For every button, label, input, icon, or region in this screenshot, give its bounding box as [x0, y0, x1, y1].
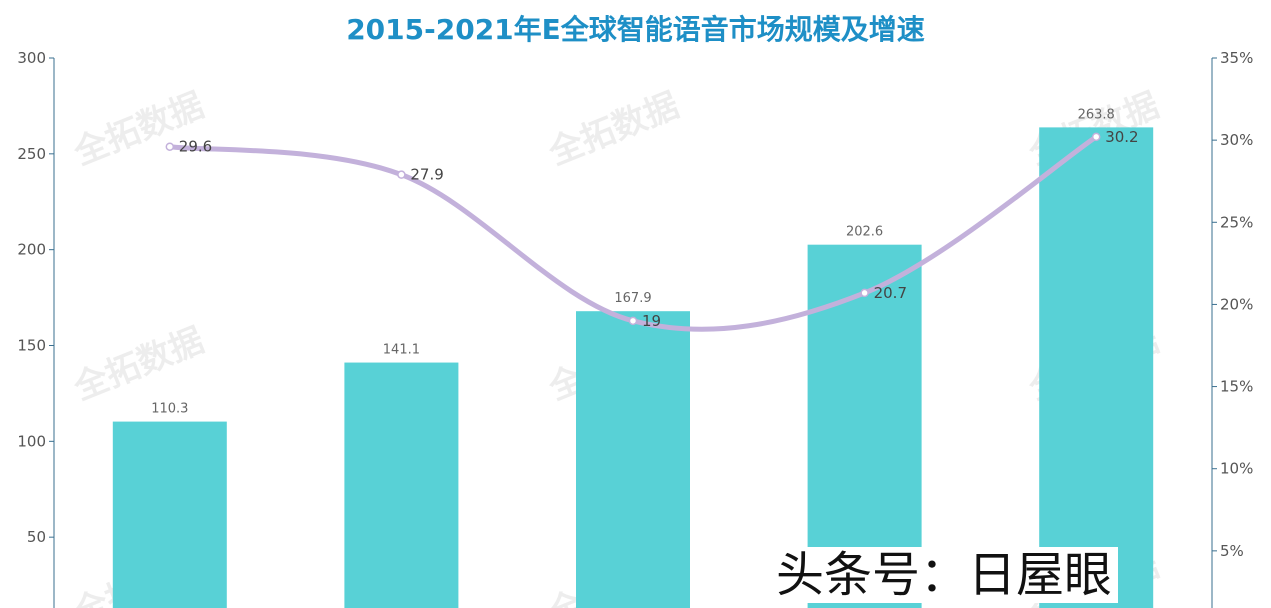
y-right-tick-label: 30% — [1220, 131, 1253, 149]
bar — [112, 421, 227, 608]
watermark-text: 全拓数据 — [67, 85, 209, 173]
y-right-tick-label: 15% — [1220, 378, 1253, 396]
y-right-tick-label: 10% — [1220, 460, 1253, 478]
overlay-caption: 头条号：日屋眼 — [770, 535, 1119, 605]
bar-value-label: 110.3 — [151, 402, 188, 417]
y-left-tick-label: 150 — [17, 337, 46, 355]
bar — [1039, 127, 1154, 608]
growth-value-label: 30.2 — [1105, 128, 1138, 146]
bar-value-label: 202.6 — [846, 225, 883, 240]
growth-point — [860, 288, 869, 298]
growth-point — [165, 142, 175, 151]
y-left-tick-label: 100 — [17, 432, 46, 450]
bar — [344, 362, 459, 608]
y-left-tick-label: 200 — [17, 241, 46, 259]
bar-value-label: 263.8 — [1078, 107, 1115, 122]
watermark-text: 全拓数据 — [67, 320, 209, 408]
y-right-tick-label: 5% — [1220, 542, 1244, 560]
y-right-tick-label: 35% — [1220, 49, 1253, 67]
y-left-tick-label: 250 — [17, 145, 46, 163]
growth-value-label: 20.7 — [874, 284, 907, 302]
growth-value-label: 19 — [642, 312, 661, 330]
y-right-tick-label: 20% — [1220, 295, 1253, 313]
growth-point — [628, 316, 638, 326]
y-right-tick-label: 25% — [1220, 213, 1253, 231]
growth-value-label: 27.9 — [410, 166, 443, 184]
bar-value-label: 141.1 — [383, 343, 420, 358]
y-left-tick-label: 300 — [17, 49, 46, 67]
growth-value-label: 29.6 — [179, 138, 212, 156]
bar-value-label: 167.9 — [614, 291, 651, 306]
overlay-caption-text: 头条号：日屋眼 — [770, 547, 1119, 603]
growth-point — [397, 170, 406, 179]
growth-point — [1091, 132, 1101, 142]
y-left-tick-label: 50 — [27, 528, 46, 546]
bar — [576, 311, 690, 608]
chart-title: 2015-2021年E全球智能语音市场规模及增速 — [346, 13, 925, 46]
watermark-text: 全拓数据 — [542, 85, 684, 173]
